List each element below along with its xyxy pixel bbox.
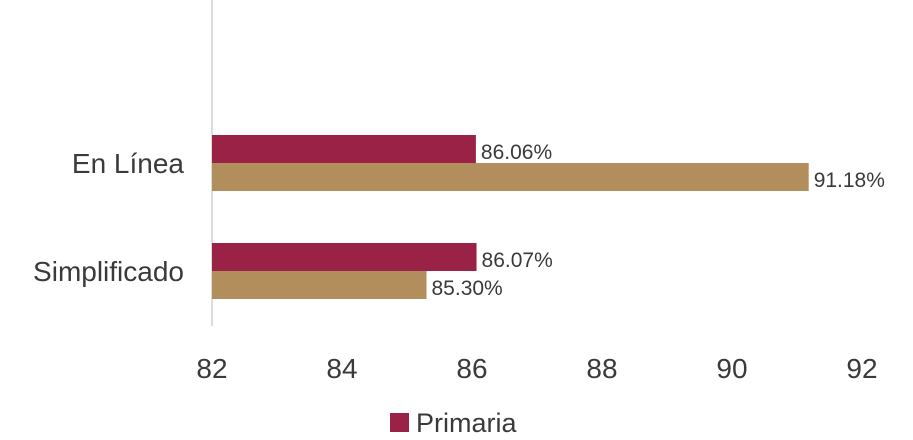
data-labels-group: 86.06% 91.18% 86.07% 85.30% (432, 141, 885, 300)
category-label: Simplificado (33, 256, 184, 287)
legend: Primaria (390, 408, 517, 438)
legend-label: Primaria (416, 408, 517, 438)
data-label: 91.18% (814, 169, 885, 192)
category-labels-group: En Línea Simplificado (33, 148, 184, 287)
x-tick-labels-group: 82 84 86 88 90 92 (196, 353, 877, 384)
data-label: 86.06% (481, 141, 552, 164)
bars-group (212, 135, 809, 299)
x-tick-label: 84 (326, 353, 357, 384)
data-label: 86.07% (482, 249, 553, 272)
bar-en-l-nea-series-2 (212, 163, 809, 191)
category-label: En Línea (72, 148, 185, 179)
x-tick-label: 86 (456, 353, 487, 384)
bar-en-l-nea-series-1 (212, 135, 476, 163)
x-tick-label: 92 (846, 353, 877, 384)
data-label: 85.30% (432, 277, 503, 300)
bar-simplificado-series-2 (212, 271, 427, 299)
x-tick-label: 82 (196, 353, 227, 384)
bar-simplificado-series-1 (212, 243, 477, 271)
legend-swatch (390, 413, 409, 432)
x-tick-label: 88 (586, 353, 617, 384)
x-tick-label: 90 (716, 353, 747, 384)
